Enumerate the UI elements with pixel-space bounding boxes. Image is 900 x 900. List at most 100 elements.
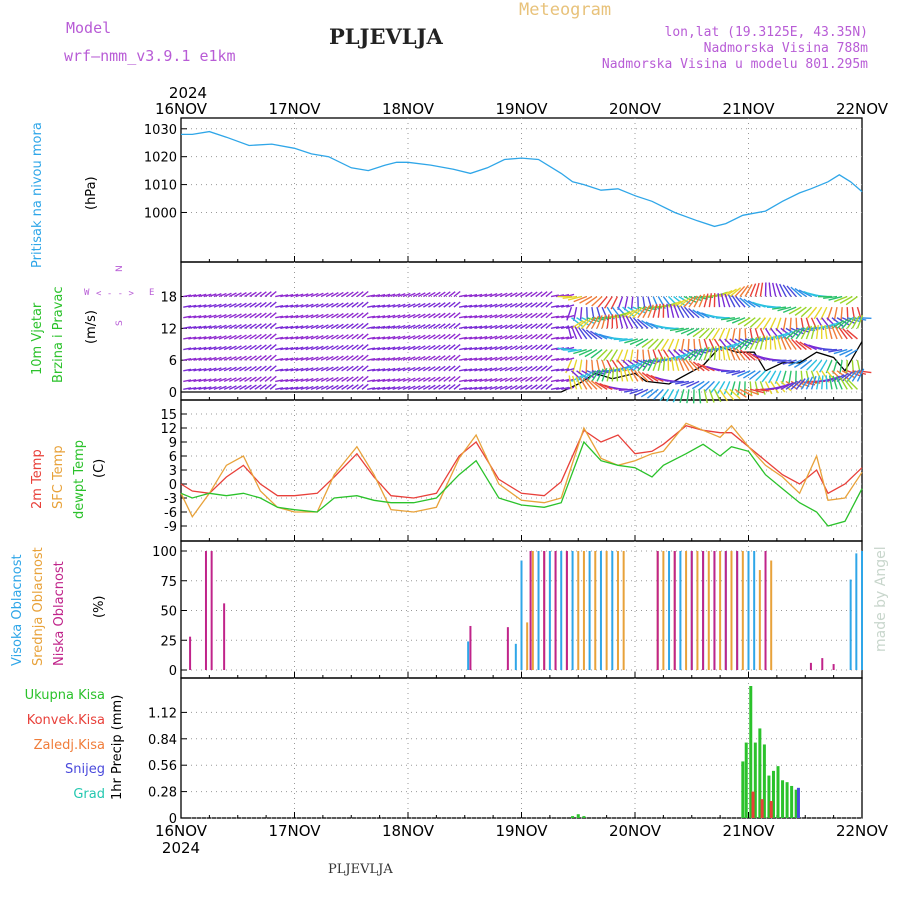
wind-arrow [341, 323, 349, 329]
wind-arrow [815, 375, 821, 390]
wind-arrow [234, 385, 242, 390]
wind-arrow [530, 302, 538, 308]
y-tick-label: -3 [164, 492, 177, 507]
wind-arrow [739, 388, 753, 397]
wind-arrow [525, 365, 533, 372]
bar-3-2 [565, 551, 568, 670]
wind-arrow [356, 365, 364, 372]
wind-arrow [795, 317, 798, 332]
model-altitude-info: Nadmorska Visina u modelu 801.295m [601, 57, 868, 72]
wind-arrow [310, 335, 319, 340]
wind-arrow [815, 324, 819, 340]
wind-arrow [489, 324, 498, 330]
wind-arrow [499, 292, 508, 298]
wind-arrow [499, 345, 508, 351]
y-tick-label: 0 [169, 812, 177, 827]
wind-arrow [310, 324, 319, 329]
wind-arrow [422, 323, 431, 329]
wind-arrow [275, 347, 284, 351]
wind-arrow [438, 376, 446, 382]
wind-arrow [198, 357, 207, 361]
wind-arrow [188, 386, 197, 391]
wind-arrow [504, 356, 513, 361]
wind-arrow [582, 377, 593, 390]
wind-arrow [585, 329, 598, 340]
wind-arrow [494, 345, 503, 351]
wind-arrow [433, 312, 441, 319]
wind-arrow [642, 358, 652, 372]
wind-arrow [729, 341, 742, 351]
wind-arrow [578, 360, 583, 375]
wind-arrow [688, 360, 700, 372]
wind-arrow [795, 327, 805, 340]
wind-arrow [550, 304, 560, 308]
bar-3-0 [514, 643, 517, 670]
wind-arrow [812, 359, 823, 372]
wind-arrow [310, 377, 319, 383]
wind-arrow [377, 325, 386, 330]
y-tick-label: 9 [169, 436, 177, 451]
wind-arrow [499, 366, 508, 372]
wind-arrow [535, 291, 543, 298]
compass-west: W [84, 288, 90, 298]
wind-arrow [458, 379, 468, 383]
bar-4-0 [576, 814, 580, 818]
wind-arrow [325, 385, 334, 390]
wind-arrow [417, 385, 426, 390]
wind-arrow [295, 378, 304, 383]
wind-arrow [520, 344, 528, 351]
wind-arrow [540, 333, 548, 340]
wind-arrow [857, 317, 872, 319]
wind-arrow [578, 348, 593, 356]
wind-arrow [717, 381, 726, 394]
wind-arrow [594, 381, 608, 390]
wind-arrow [768, 282, 772, 297]
wind-arrow [749, 317, 761, 328]
wind-arrow [341, 376, 349, 382]
wind-arrow [731, 295, 741, 308]
wind-arrow [479, 335, 488, 340]
wind-arrow [239, 313, 247, 319]
wind-arrow [264, 344, 272, 351]
wind-arrow [729, 388, 741, 400]
wind-arrow [417, 324, 426, 329]
wind-arrow [438, 355, 446, 361]
wind-arrow [244, 344, 252, 351]
wind-arrow [356, 354, 364, 361]
wind-arrow [382, 367, 391, 372]
wind-arrow [188, 325, 197, 330]
wind-arrow [845, 295, 858, 306]
wind-arrow [567, 295, 582, 301]
wind-arrow [555, 368, 565, 372]
wind-arrow [464, 347, 473, 351]
wind-arrow [776, 335, 782, 350]
wind-arrow [392, 346, 401, 351]
wind-arrow [630, 368, 639, 382]
wind-arrow [417, 345, 426, 351]
wind-arrow [567, 348, 582, 353]
wind-arrow [305, 324, 314, 330]
wind-arrow [453, 322, 461, 329]
bottom-date-label: 21NOV [722, 822, 775, 840]
wind-arrow [479, 367, 488, 372]
wind-arrow [351, 301, 359, 308]
wind-arrow [208, 346, 217, 351]
wind-arrow [504, 313, 513, 319]
cloud-unit: (%) [92, 595, 107, 619]
wind-arrow [785, 380, 798, 390]
wind-arrow [710, 380, 721, 393]
wind-arrow [259, 384, 267, 390]
wind-arrow [601, 314, 607, 329]
wind-arrow [514, 323, 523, 329]
wind-arrow [561, 368, 570, 372]
wind-arrow [458, 294, 468, 298]
wind-arrow [479, 325, 488, 330]
wind-arrow [402, 335, 411, 340]
wind-arrow [458, 387, 468, 391]
wind-arrow [254, 291, 262, 298]
wind-arrow [310, 345, 319, 351]
wind-arrow [567, 325, 573, 340]
y-tick-label: 12 [160, 322, 177, 337]
wind-arrow [828, 375, 833, 390]
wind-arrow [239, 366, 247, 372]
